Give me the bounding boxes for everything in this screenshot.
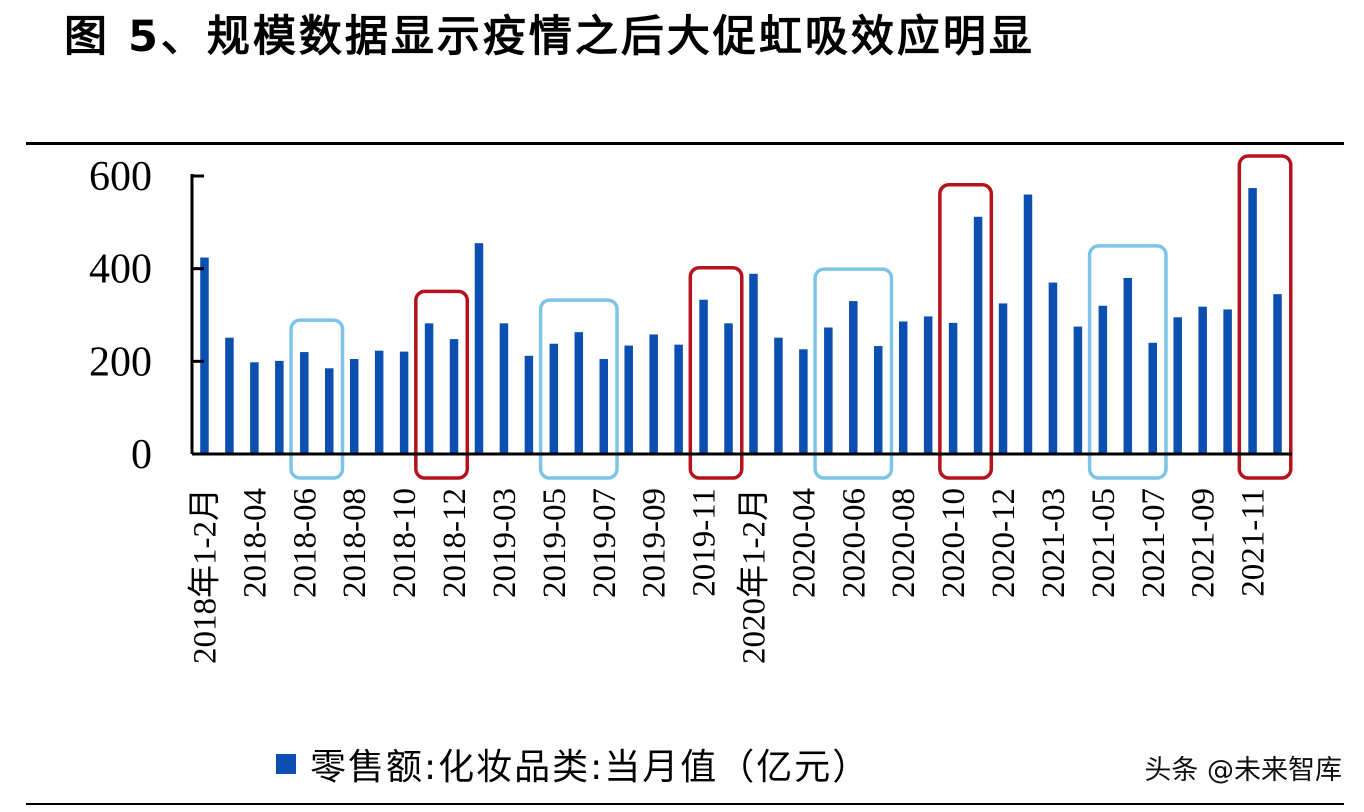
- bar-2: [225, 337, 234, 454]
- bar-43: [1248, 188, 1257, 454]
- promo-highlight-box: [938, 183, 994, 480]
- promo-highlight-box: [414, 289, 470, 480]
- bar-10: [424, 323, 434, 454]
- bar-8: [374, 350, 384, 454]
- bar-5: [300, 352, 309, 454]
- bar-7: [349, 359, 359, 454]
- bar-14: [524, 355, 534, 454]
- bar-11: [449, 339, 459, 454]
- watermark-text: 头条 @未来智库: [1144, 755, 1342, 786]
- bar-41: [1198, 306, 1207, 454]
- promo-highlight-box: [1237, 154, 1293, 480]
- bar-44: [1273, 294, 1282, 454]
- bar-17: [599, 359, 608, 454]
- bar-35: [1048, 282, 1058, 454]
- bar-31: [948, 322, 958, 454]
- midyear-highlight-box: [813, 267, 894, 480]
- x-tick-label: 2018-08: [337, 488, 373, 598]
- midyear-highlight-box: [289, 318, 345, 480]
- y-tick-label: 400: [89, 247, 152, 293]
- bar-6: [325, 368, 334, 454]
- bar-28: [874, 346, 883, 454]
- x-tick-label: 2018-10: [387, 488, 423, 598]
- x-tick-label: 2020-06: [836, 488, 872, 598]
- bar-23: [749, 273, 758, 454]
- bar-1: [200, 257, 209, 454]
- y-tick-labels: 0 200 400 600: [89, 154, 152, 478]
- x-tick-label: 2018-04: [237, 488, 273, 598]
- bar-18: [624, 345, 633, 454]
- x-tick-label: 2019-11: [687, 488, 723, 597]
- bar-34: [1023, 194, 1033, 455]
- x-tick-label: 2020-04: [786, 488, 822, 598]
- top-rule: [26, 142, 1344, 145]
- bar-39: [1148, 342, 1157, 454]
- x-tick-labels: 2018年1-2月 2018-04 2018-06 2018-08 2018-10 201…: [186, 488, 1271, 664]
- bar-16: [574, 332, 584, 454]
- bar-36: [1073, 326, 1083, 454]
- x-tick-label: 2021-05: [1086, 488, 1122, 598]
- axes: [190, 174, 1292, 456]
- bar-25: [799, 349, 808, 454]
- bar-32: [973, 216, 983, 454]
- bar-26: [824, 327, 833, 454]
- bar-3: [250, 362, 259, 454]
- bar-33: [998, 303, 1008, 454]
- x-tick-label: 2018-06: [287, 488, 323, 598]
- x-tick-label: 2021-09: [1186, 488, 1222, 598]
- bar-27: [849, 301, 858, 454]
- highlight-boxes: [289, 154, 1293, 480]
- bar-4: [275, 360, 284, 454]
- x-tick-label: 2020-10: [936, 488, 972, 598]
- y-tick-label: 0: [131, 432, 152, 478]
- y-tick-label: 200: [89, 339, 152, 385]
- bar-15: [549, 343, 559, 454]
- bar-24: [774, 337, 783, 454]
- x-tick-label: 2020-08: [886, 488, 922, 598]
- x-tick-label: 2019-07: [587, 488, 623, 598]
- x-tick-label: 2019-09: [637, 488, 673, 598]
- bottom-rule: [26, 803, 1344, 805]
- x-tick-label: 2018-12: [437, 488, 473, 598]
- bars: [200, 188, 1282, 455]
- midyear-highlight-box: [1087, 244, 1168, 480]
- legend-swatch: [276, 754, 296, 774]
- y-tick-label: 600: [89, 154, 152, 200]
- x-tick-label: 2021-03: [1036, 488, 1072, 598]
- x-tick-label: 2021-07: [1136, 488, 1172, 598]
- promo-highlight-box: [688, 265, 744, 480]
- chart-title: 图 5、规模数据显示疫情之后大促虹吸效应明显: [64, 12, 1035, 62]
- bar-9: [399, 351, 409, 454]
- x-tick-label: 2019-05: [537, 488, 573, 598]
- bar-22: [724, 323, 733, 454]
- x-tick-label: 2021-11: [1236, 488, 1272, 597]
- bar-19: [649, 334, 658, 454]
- bar-12: [474, 243, 484, 454]
- bar-20: [674, 344, 683, 454]
- midyear-highlight-box: [538, 298, 619, 480]
- bar-13: [499, 323, 509, 454]
- bar-21: [699, 299, 708, 454]
- legend: 零售额:化妆品类:当月值（亿元）: [276, 738, 870, 790]
- x-tick-label: 2018年1-2月: [186, 488, 223, 664]
- bar-29: [898, 321, 908, 454]
- bar-38: [1123, 277, 1133, 454]
- bar-42: [1223, 309, 1232, 454]
- legend-label: 零售额:化妆品类:当月值（亿元）: [310, 747, 871, 788]
- bar-40: [1173, 317, 1182, 454]
- x-tick-label: 2020年1-2月: [735, 488, 772, 664]
- bar-30: [923, 316, 933, 454]
- x-tick-label: 2020-12: [986, 488, 1022, 598]
- bar-37: [1098, 305, 1108, 454]
- x-tick-label: 2019-03: [487, 488, 523, 598]
